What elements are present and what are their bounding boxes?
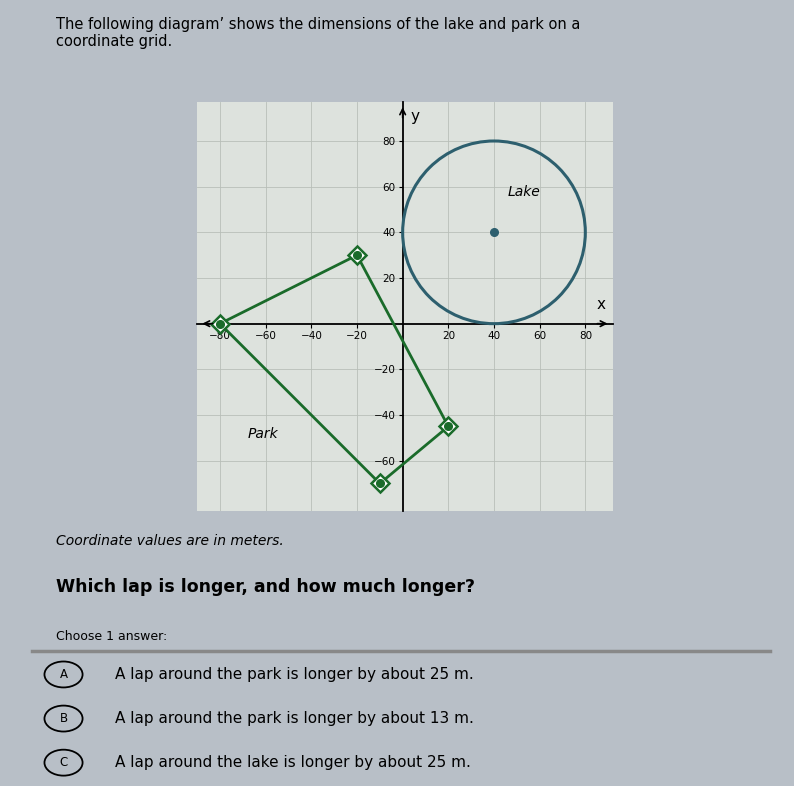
Text: Lake: Lake [507, 185, 541, 199]
Text: A: A [60, 668, 67, 681]
Text: A lap around the park is longer by about 13 m.: A lap around the park is longer by about… [115, 711, 474, 726]
Text: A lap around the park is longer by about 25 m.: A lap around the park is longer by about… [115, 667, 474, 682]
Text: y: y [410, 109, 420, 124]
Text: x: x [597, 297, 606, 312]
Text: Which lap is longer, and how much longer?: Which lap is longer, and how much longer… [56, 578, 475, 597]
Text: B: B [60, 712, 67, 725]
Text: The following diagramʼ shows the dimensions of the lake and park on a
coordinate: The following diagramʼ shows the dimensi… [56, 17, 580, 50]
Text: C: C [60, 756, 67, 769]
Text: Choose 1 answer:: Choose 1 answer: [56, 630, 167, 644]
Text: Coordinate values are in meters.: Coordinate values are in meters. [56, 534, 283, 549]
Text: Park: Park [248, 427, 278, 441]
Text: A lap around the lake is longer by about 25 m.: A lap around the lake is longer by about… [115, 755, 471, 770]
